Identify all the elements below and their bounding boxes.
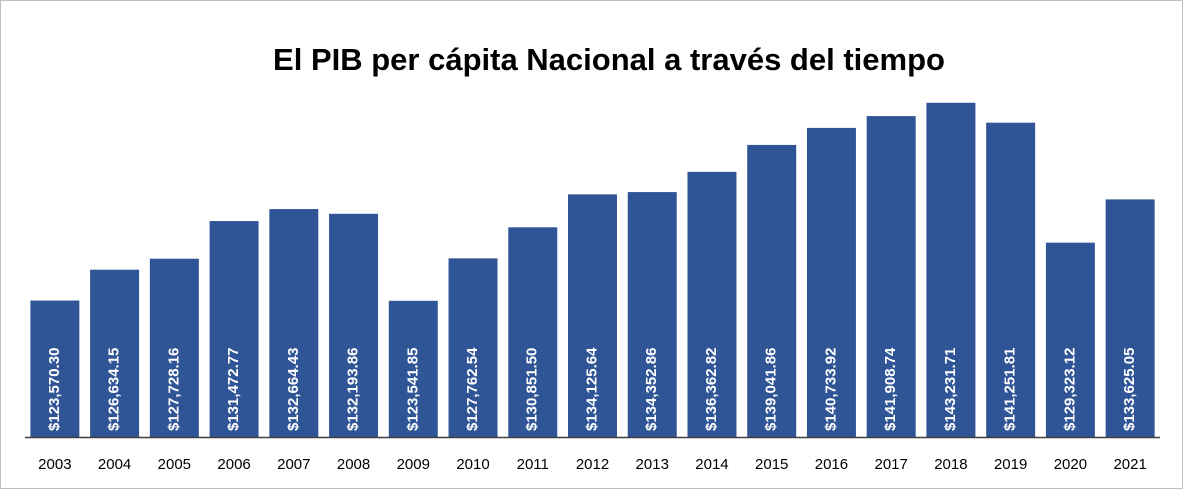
chart-title: El PIB per cápita Nacional a través del … — [273, 42, 945, 77]
value-label: $126,634.15 — [106, 348, 123, 431]
value-label: $132,193.86 — [345, 348, 362, 431]
x-tick-label: 2015 — [755, 456, 788, 473]
bar — [149, 258, 199, 437]
value-label: $129,323.12 — [1061, 348, 1078, 431]
value-label: $127,728.16 — [165, 348, 182, 431]
value-label: $133,625.05 — [1121, 348, 1138, 431]
x-tick-label: 2010 — [456, 456, 489, 473]
value-label: $127,762.54 — [464, 347, 481, 431]
bar — [747, 144, 797, 437]
x-tick-label: 2019 — [994, 456, 1027, 473]
value-label: $132,664.43 — [285, 348, 302, 431]
x-tick-label: 2013 — [636, 456, 669, 473]
x-tick-label: 2017 — [874, 456, 907, 473]
value-label: $141,908.74 — [882, 347, 899, 431]
x-tick-label: 2012 — [576, 456, 609, 473]
bar — [209, 221, 259, 437]
value-label: $140,733.92 — [822, 348, 839, 431]
bar — [508, 227, 558, 437]
value-label: $123,541.85 — [404, 348, 421, 431]
bar — [866, 116, 916, 438]
x-tick-label: 2004 — [98, 456, 131, 473]
bar — [627, 192, 677, 437]
x-tick-label: 2016 — [815, 456, 848, 473]
bar — [329, 213, 379, 437]
x-tick-label: 2020 — [1054, 456, 1087, 473]
x-tick-label: 2006 — [217, 456, 250, 473]
value-label: $143,231.71 — [942, 348, 959, 431]
bar — [568, 194, 617, 437]
x-tick-label: 2018 — [934, 456, 967, 473]
value-label: $134,352.86 — [643, 348, 660, 431]
bar — [269, 209, 319, 437]
x-tick-label: 2003 — [38, 456, 71, 473]
x-tick-label: 2021 — [1113, 456, 1146, 473]
value-label: $136,362.82 — [703, 348, 720, 431]
value-label: $130,851.50 — [524, 348, 541, 431]
bar — [90, 269, 140, 437]
x-tick-label: 2011 — [517, 456, 549, 473]
value-label: $139,041.86 — [763, 348, 780, 431]
bar — [1045, 242, 1095, 437]
x-tick-label: 2009 — [397, 456, 430, 473]
bar — [926, 102, 976, 438]
bar — [1105, 199, 1155, 437]
x-tick-label: 2014 — [695, 456, 728, 473]
bar — [806, 127, 856, 438]
value-label: $131,472.77 — [225, 348, 242, 431]
bar — [687, 171, 737, 437]
value-label: $123,570.30 — [46, 348, 63, 431]
bar — [388, 300, 438, 437]
x-tick-label: 2008 — [337, 456, 370, 473]
bar — [448, 258, 498, 437]
bar — [986, 122, 1036, 438]
x-tick-label: 2005 — [158, 456, 191, 473]
value-label: $134,125.64 — [583, 347, 600, 431]
bar — [30, 300, 80, 437]
x-tick-label: 2007 — [277, 456, 310, 473]
value-label: $141,251.81 — [1002, 348, 1019, 431]
